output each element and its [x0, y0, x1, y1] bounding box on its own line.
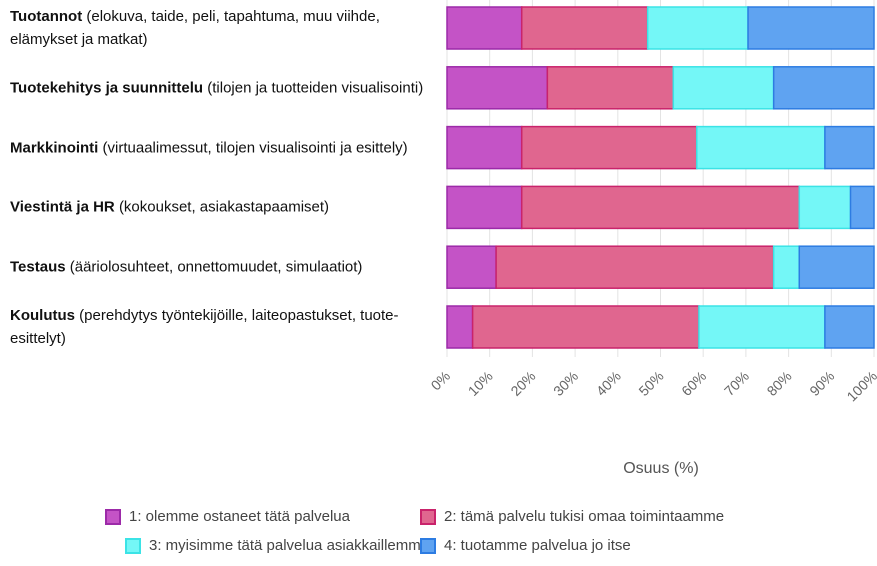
legend-swatch: [420, 508, 436, 525]
category-bold: Tuotekehitys ja suunnittelu: [10, 79, 204, 97]
bar-segment: [747, 6, 875, 50]
bar-segment: [798, 245, 875, 289]
bar-segment: [520, 125, 698, 170]
bar-segment: [849, 185, 875, 230]
x-tick-label: 60%: [678, 368, 709, 399]
legend-item: 2: tämä palvelu tukisi omaa toimintaamme: [420, 508, 724, 525]
bar-segment: [495, 245, 775, 289]
bar-segment: [646, 6, 749, 50]
category-text: (elokuva, taide, peli, tapahtuma, muu vi…: [10, 8, 380, 48]
bar-segment: [446, 245, 497, 289]
category-label: Tuotannot (elokuva, taide, peli, tapahtu…: [10, 5, 442, 51]
legend-item: 3: myisimme tätä palvelua asiakkaillemme: [125, 537, 429, 554]
bar-segment: [696, 125, 826, 170]
x-axis-label: Osuus (%): [623, 460, 699, 477]
category-label: Koulutus (perehdytys työntekijöille, lai…: [10, 304, 442, 350]
x-tick-label: 0%: [427, 368, 453, 394]
bar-segment: [698, 305, 826, 349]
x-tick-label: 100%: [843, 368, 877, 405]
legend-swatch: [420, 537, 436, 554]
plot: 0% 10% 20% 30% 40% 50% 60% 70% 80% 90% 100%: [427, 0, 877, 405]
category-text: (perehdytys työntekijöille, laiteopastuk…: [10, 307, 399, 347]
bar-segment: [446, 305, 474, 349]
x-tick-label: 90%: [806, 368, 837, 399]
bar-segment: [471, 305, 700, 349]
category-text: (kokoukset, asiakastapaamiset): [118, 198, 330, 216]
x-tick-label: 10%: [465, 368, 496, 399]
bar-segment: [546, 66, 675, 110]
category-label: Markkinointi (virtuaalimessut, tilojen v…: [10, 136, 442, 159]
bar-segment: [798, 185, 852, 230]
legend-swatch: [125, 537, 141, 554]
bar-segment: [772, 66, 875, 110]
legend-item: 4: tuotamme palvelua jo itse: [420, 537, 631, 554]
bar-segment: [824, 125, 875, 170]
x-tick-label: 50%: [635, 368, 666, 399]
bar-segment: [446, 125, 523, 170]
category-label: Viestintä ja HR (kokoukset, asiakastapaa…: [10, 196, 442, 219]
category-text: (virtuaalimessut, tilojen visualisointi …: [102, 139, 408, 157]
bar-segment: [446, 6, 523, 50]
x-tick-label: 80%: [764, 368, 795, 399]
bar-segment: [520, 6, 649, 50]
legend-label: 1: olemme ostaneet tätä palvelua: [129, 508, 350, 525]
legend-item: 1: olemme ostaneet tätä palvelua: [105, 508, 350, 525]
bar-segment: [772, 245, 801, 289]
bar-segment: [446, 185, 523, 230]
x-tick-label: 40%: [593, 368, 624, 399]
bar-segment: [672, 66, 775, 110]
legend-swatch: [105, 508, 121, 525]
legend-label: 3: myisimme tätä palvelua asiakkaillemme: [149, 537, 430, 554]
x-tick-label: 30%: [550, 368, 581, 399]
category-bold: Tuotannot: [10, 8, 83, 25]
bar-segment: [824, 305, 875, 349]
legend-label: 2: tämä palvelu tukisi omaa toimintaamme: [444, 508, 725, 525]
x-tick-label: 70%: [721, 368, 752, 399]
category-text: (ääriolosuhteet, onnettomuudet, simulaat…: [69, 258, 363, 276]
category-bold: Koulutus: [10, 307, 75, 324]
x-tick-label: 20%: [507, 368, 538, 399]
category-bold: Testaus: [10, 258, 66, 276]
bar-segment: [520, 185, 801, 230]
category-label: Testaus (ääriolosuhteet, onnettomuudet, …: [10, 256, 442, 279]
legend-label: 4: tuotamme palvelua jo itse: [444, 537, 631, 554]
bar-segment: [446, 66, 549, 110]
category-bold: Viestintä ja HR: [10, 198, 115, 216]
category-bold: Markkinointi: [10, 139, 99, 157]
category-text: (tilojen ja tuotteiden visualisointi): [207, 79, 424, 97]
category-label: Tuotekehitys ja suunnittelu (tilojen ja …: [10, 76, 442, 99]
